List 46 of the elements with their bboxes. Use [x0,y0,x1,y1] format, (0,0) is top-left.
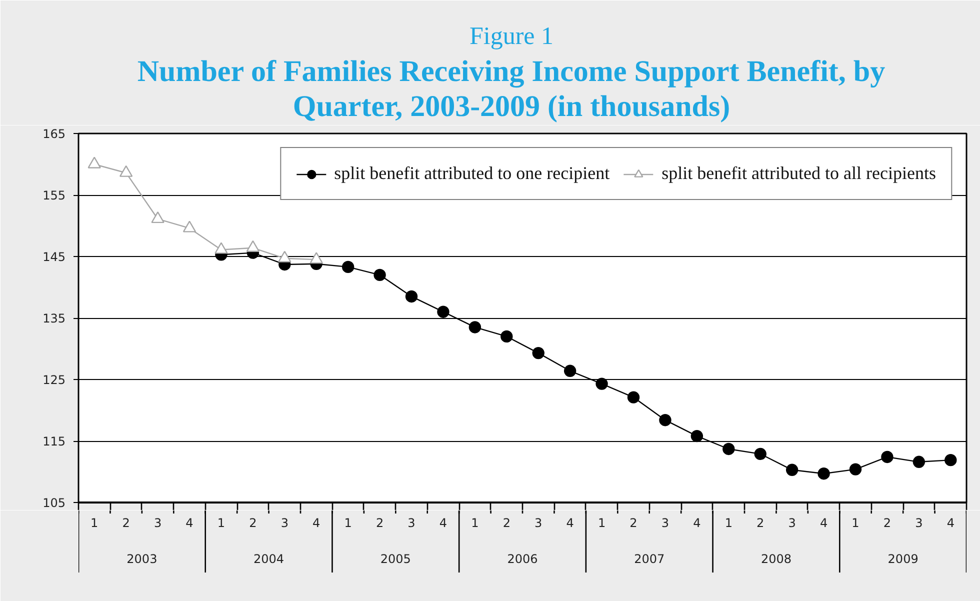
text: 2004 [254,552,284,566]
x-tick-label: 4 [693,516,701,530]
chart-subtitle: Figure 1 [469,23,554,50]
x-tick-label: 1 [598,516,606,530]
x-tick-label: 3 [154,516,162,530]
legend-label: split benefit attributed to one recipient [334,163,610,184]
text: 2003 [126,552,158,566]
x-tick-label: 3 [408,516,416,530]
x-tick-label: 3 [915,516,923,530]
x-tick-label: 3 [661,516,670,530]
x-tick-label: 2 [502,516,510,530]
x-tick-label: 4 [566,516,574,530]
x-tick-label: 4 [946,516,954,530]
legend-label: split benefit attributed to all recipients [662,163,936,184]
y-tick-label: 155 [42,188,66,202]
y-tick-label: 145 [42,250,66,264]
y-tick-label: 125 [42,373,66,387]
x-tick-label: 1 [217,516,226,530]
text: 2006 [507,552,538,566]
text: 2009 [888,552,918,566]
x-tick-label: 1 [724,516,732,530]
x-tick-label: 1 [852,516,860,530]
text: 2007 [634,552,665,566]
y-tick-label: 115 [42,434,66,448]
chart-title: Number of Families Receiving Income Support Benefit, by Quarter, 2003-2009 (in thousands) [137,55,886,123]
x-tick-label: 3 [534,516,542,530]
x-tick-label: 2 [756,516,764,530]
x-tick-label: 2 [376,516,384,530]
x-tick-label: 4 [820,516,828,530]
text: 2008 [760,552,792,566]
x-tick-label: 2 [883,516,892,530]
y-tick-label: 135 [42,312,66,326]
x-tick-label: 3 [280,516,288,530]
x-tick-label: 2 [122,516,130,530]
y-tick-label: 105 [42,496,66,510]
x-tick-label: 2 [630,516,638,530]
text: 2005 [380,552,411,566]
x-tick-label: 2 [249,516,257,530]
x-tick-label: 4 [439,516,448,530]
x-tick-label: 3 [788,516,796,530]
x-tick-label: 4 [312,516,320,530]
y-tick-label: 165 [42,127,66,141]
x-tick-label: 1 [471,516,479,530]
x-tick-label: 1 [344,516,352,530]
x-tick-label: 4 [186,516,194,530]
x-tick-label: 1 [90,516,98,530]
